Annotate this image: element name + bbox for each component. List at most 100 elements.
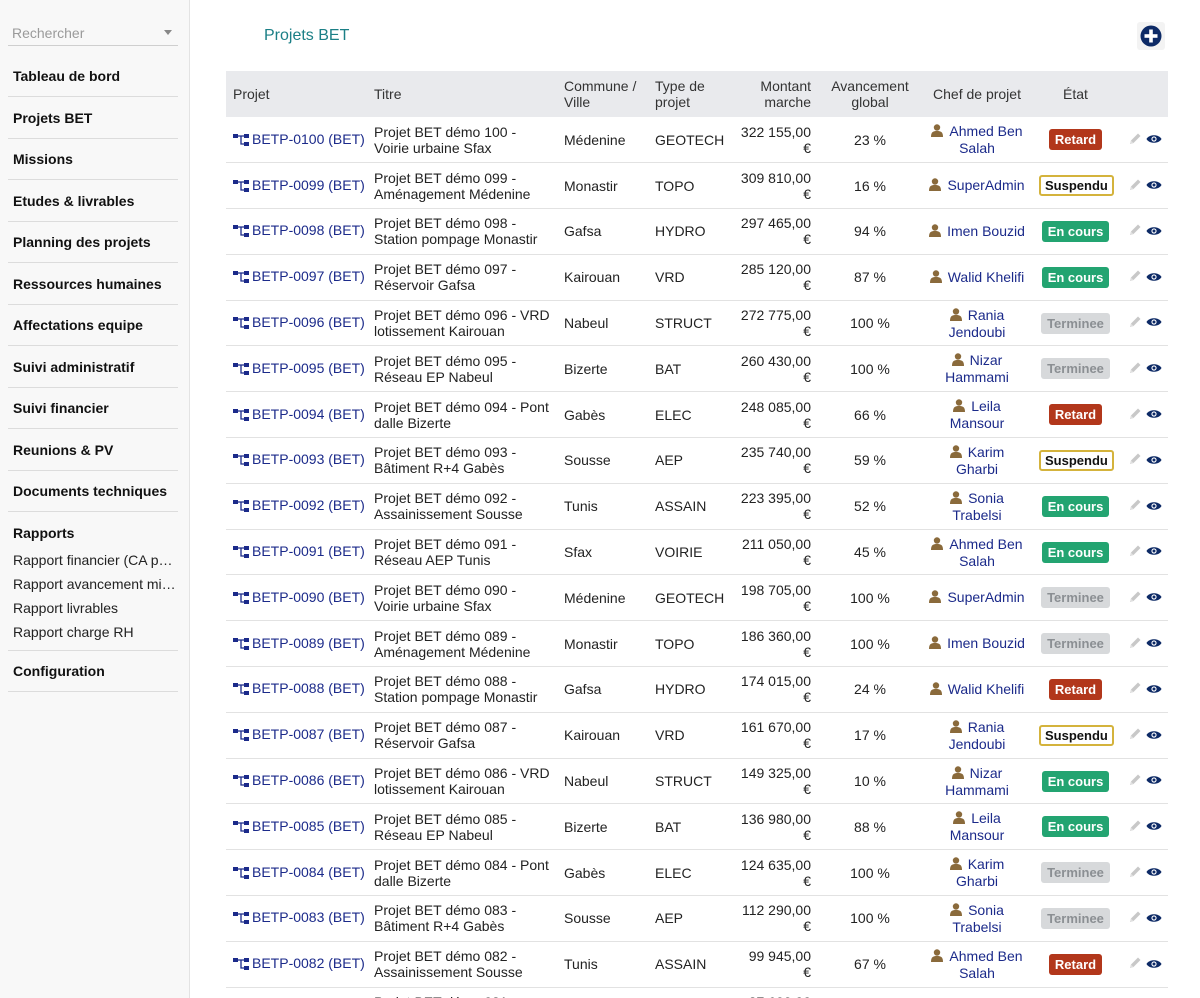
chef-link[interactable]: Ahmed Ben Salah: [949, 947, 1023, 981]
table-row[interactable]: BETP-0085 (BET) Projet BET démo 085 - Rés…: [226, 804, 1168, 850]
eye-icon[interactable]: [1146, 865, 1162, 881]
pencil-icon[interactable]: [1128, 636, 1142, 653]
chef-link[interactable]: Karim Gharbi: [955, 443, 1005, 477]
project-ref-link[interactable]: BETP-0083 (BET): [233, 909, 365, 925]
project-ref-link[interactable]: BETP-0100 (BET): [233, 131, 365, 147]
chef-link[interactable]: Nizar Hammami: [945, 764, 1009, 798]
table-row-partial[interactable]: Projet BET démo 081 87 600,00: [226, 987, 1168, 998]
menu-etudes-livrables[interactable]: Etudes & livrables: [8, 181, 178, 222]
project-ref-link[interactable]: BETP-0094 (BET): [233, 406, 365, 422]
search-box[interactable]: [8, 20, 178, 46]
menu-tableau-de-bord[interactable]: Tableau de bord: [8, 56, 178, 97]
chef-link[interactable]: Sonia Trabelsi: [952, 901, 1004, 935]
chef-link[interactable]: Ahmed Ben Salah: [949, 123, 1023, 157]
table-row[interactable]: BETP-0090 (BET) Projet BET démo 090 - Voi…: [226, 575, 1168, 621]
add-project-button[interactable]: [1137, 22, 1165, 50]
chef-link[interactable]: Imen Bouzid: [947, 222, 1025, 239]
eye-icon[interactable]: [1146, 361, 1162, 377]
project-ref-text[interactable]: BETP-0098 (BET): [252, 222, 365, 239]
project-ref-text[interactable]: BETP-0093 (BET): [252, 451, 365, 468]
menu-reunions-pv[interactable]: Reunions & PV: [8, 430, 178, 471]
col-header-chef[interactable]: Chef de projet: [933, 86, 1021, 102]
table-row[interactable]: BETP-0082 (BET) Projet BET démo 082 - Ass…: [226, 941, 1168, 988]
table-row[interactable]: BETP-0091 (BET) Projet BET démo 091 - Rés…: [226, 529, 1168, 575]
chef-link[interactable]: Imen Bouzid: [947, 635, 1025, 652]
chef-link[interactable]: Ahmed Ben Salah: [949, 535, 1023, 569]
table-row[interactable]: BETP-0099 (BET) Projet BET démo 099 - Amé…: [226, 163, 1168, 209]
project-ref-link[interactable]: BETP-0092 (BET): [233, 497, 365, 513]
col-header-avancement[interactable]: Avancement global: [831, 78, 909, 110]
project-ref-link[interactable]: BETP-0097 (BET): [233, 268, 365, 284]
menu-documents-techniques[interactable]: Documents techniques: [8, 471, 178, 512]
project-ref-link[interactable]: BETP-0088 (BET): [233, 680, 365, 696]
chef-link[interactable]: Leila Mansour: [949, 810, 1005, 844]
pencil-icon[interactable]: [1128, 773, 1142, 790]
project-ref-text[interactable]: BETP-0097 (BET): [252, 268, 365, 285]
eye-icon[interactable]: [1146, 773, 1162, 789]
eye-icon[interactable]: [1146, 636, 1162, 652]
pencil-icon[interactable]: [1128, 178, 1142, 195]
table-row[interactable]: BETP-0086 (BET) Projet BET démo 086 - VRD…: [226, 758, 1168, 804]
chef-link[interactable]: Walid Khelifi: [947, 268, 1025, 285]
project-ref-text[interactable]: BETP-0096 (BET): [252, 314, 365, 331]
col-header-projet[interactable]: Projet: [233, 86, 270, 102]
eye-icon[interactable]: [1146, 407, 1162, 423]
menu-rapport-avancement[interactable]: Rapport avancement missions: [13, 576, 178, 592]
pencil-icon[interactable]: [1128, 865, 1142, 882]
pencil-icon[interactable]: [1128, 819, 1142, 836]
pencil-icon[interactable]: [1128, 498, 1142, 515]
pencil-icon[interactable]: [1128, 956, 1142, 973]
chef-link[interactable]: Rania Jendoubi: [948, 718, 1006, 752]
chef-link[interactable]: Nizar Hammami: [945, 352, 1009, 386]
pencil-icon[interactable]: [1128, 269, 1142, 286]
menu-rapport-charge-rh[interactable]: Rapport charge RH: [13, 624, 134, 640]
eye-icon[interactable]: [1146, 453, 1162, 469]
pencil-icon[interactable]: [1128, 910, 1142, 927]
project-ref-text[interactable]: BETP-0090 (BET): [252, 588, 365, 605]
table-row[interactable]: BETP-0096 (BET) Projet BET démo 096 - VRD…: [226, 300, 1168, 346]
table-row[interactable]: BETP-0097 (BET) Projet BET démo 097 - Rés…: [226, 254, 1168, 301]
pencil-icon[interactable]: [1128, 361, 1142, 378]
eye-icon[interactable]: [1146, 957, 1162, 973]
col-header-commune[interactable]: Commune / Ville: [564, 78, 637, 110]
eye-icon[interactable]: [1146, 178, 1162, 194]
project-ref-text[interactable]: BETP-0092 (BET): [252, 497, 365, 514]
project-ref-text[interactable]: BETP-0089 (BET): [252, 634, 365, 651]
menu-affectations-equipe[interactable]: Affectations equipe: [8, 305, 178, 346]
menu-configuration[interactable]: Configuration: [8, 651, 178, 692]
project-ref-link[interactable]: BETP-0089 (BET): [233, 635, 365, 651]
eye-icon[interactable]: [1146, 728, 1162, 744]
col-header-etat[interactable]: État: [1063, 86, 1088, 102]
project-ref-text[interactable]: BETP-0087 (BET): [252, 726, 365, 743]
table-row[interactable]: BETP-0092 (BET) Projet BET démo 092 - Ass…: [226, 483, 1168, 530]
col-header-type[interactable]: Type de projet: [655, 78, 705, 110]
project-ref-text[interactable]: BETP-0099 (BET): [252, 176, 365, 193]
eye-icon[interactable]: [1146, 315, 1162, 331]
pencil-icon[interactable]: [1128, 223, 1142, 240]
table-row[interactable]: BETP-0100 (BET) Projet BET démo 100 - Voi…: [226, 117, 1168, 163]
project-ref-text[interactable]: BETP-0091 (BET): [252, 543, 365, 560]
table-row[interactable]: BETP-0094 (BET) Projet BET démo 094 - Pon…: [226, 392, 1168, 438]
chef-link[interactable]: Sonia Trabelsi: [952, 489, 1004, 523]
table-row[interactable]: BETP-0088 (BET) Projet BET démo 088 - Sta…: [226, 667, 1168, 713]
project-ref-text[interactable]: BETP-0095 (BET): [252, 359, 365, 376]
search-input[interactable]: [12, 23, 157, 43]
project-ref-text[interactable]: BETP-0088 (BET): [252, 680, 365, 697]
project-ref-text[interactable]: BETP-0100 (BET): [252, 130, 365, 147]
project-ref-link[interactable]: BETP-0091 (BET): [233, 543, 365, 559]
eye-icon[interactable]: [1146, 132, 1162, 148]
pencil-icon[interactable]: [1128, 544, 1142, 561]
col-header-titre[interactable]: Titre: [374, 86, 402, 102]
project-ref-link[interactable]: BETP-0093 (BET): [233, 451, 365, 467]
chef-link[interactable]: Rania Jendoubi: [948, 306, 1006, 340]
menu-projets-bet[interactable]: Projets BET: [8, 98, 178, 139]
project-ref-text[interactable]: BETP-0082 (BET): [252, 955, 365, 972]
pencil-icon[interactable]: [1128, 452, 1142, 469]
chef-link[interactable]: SuperAdmin: [947, 177, 1025, 194]
pencil-icon[interactable]: [1128, 315, 1142, 332]
eye-icon[interactable]: [1146, 270, 1162, 286]
project-ref-link[interactable]: BETP-0084 (BET): [233, 864, 365, 880]
project-ref-link[interactable]: BETP-0096 (BET): [233, 314, 365, 330]
chevron-down-icon[interactable]: [164, 30, 172, 35]
project-ref-link[interactable]: BETP-0085 (BET): [233, 818, 365, 834]
